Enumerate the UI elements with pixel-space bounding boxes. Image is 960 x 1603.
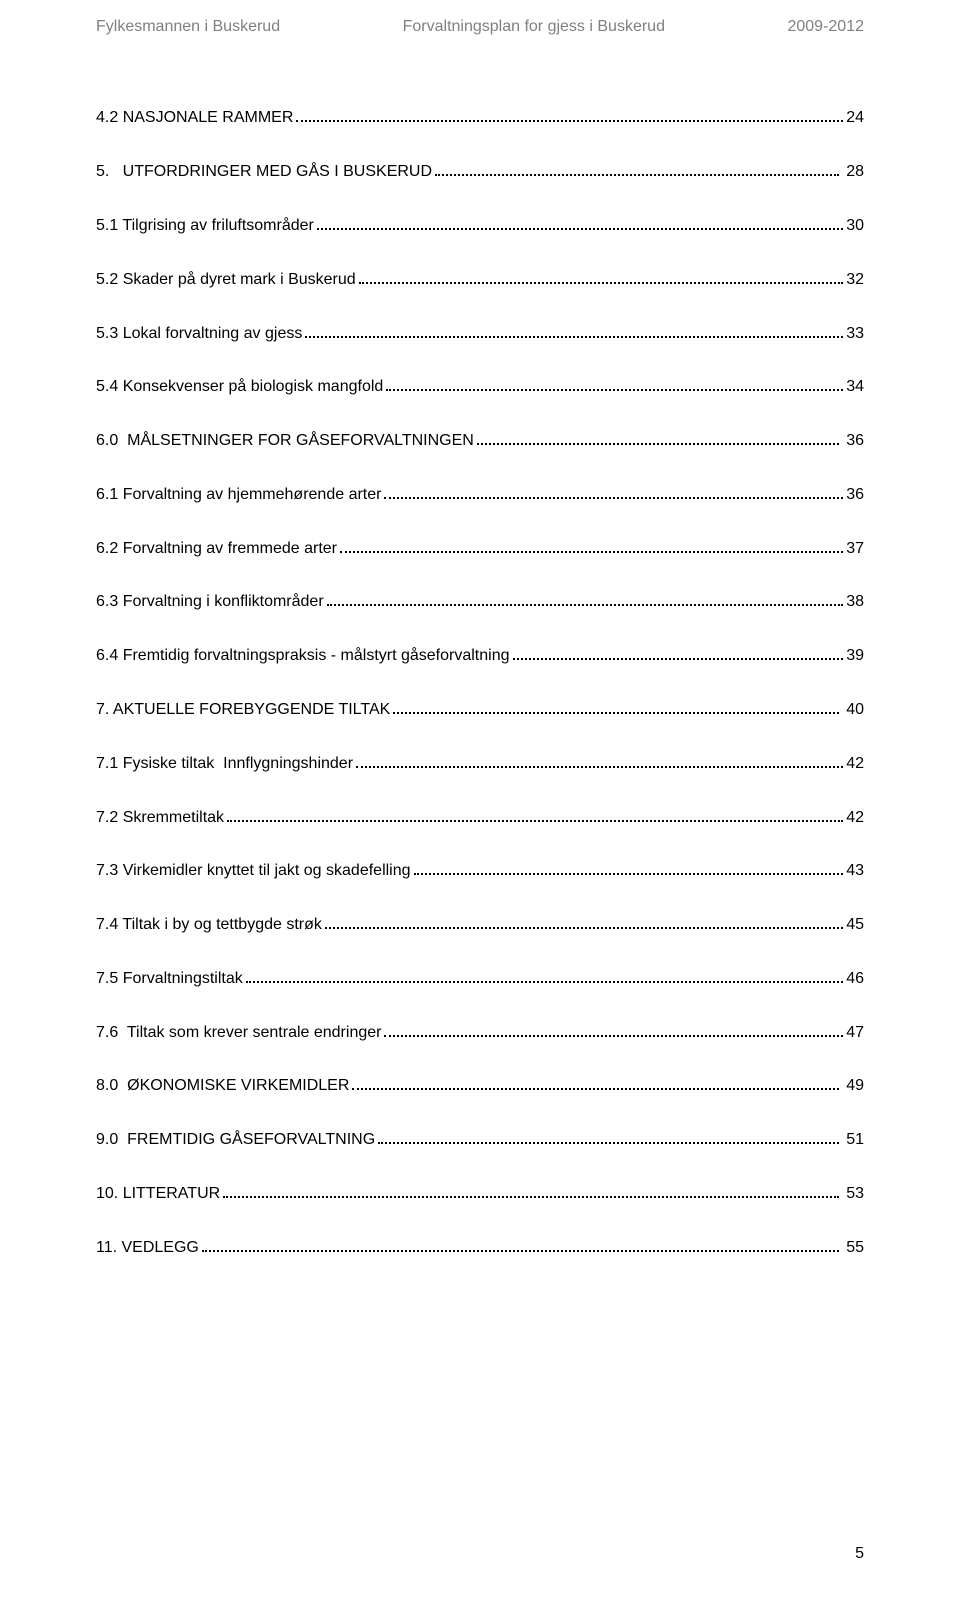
toc-page: 30: [846, 215, 864, 237]
header-left: Fylkesmannen i Buskerud: [96, 18, 280, 36]
toc-leader-dots: [435, 160, 839, 176]
toc-row: 5.3 Lokal forvaltning av gjess 33: [96, 321, 864, 345]
toc-leader-dots: [393, 698, 838, 714]
toc-label: 5. UTFORDRINGER MED GÅS I BUSKERUD: [96, 161, 432, 183]
toc-label: 7.6 Tiltak som krever sentrale endringer: [96, 1022, 381, 1044]
toc-row: 7.3 Virkemidler knyttet til jakt og skad…: [96, 859, 864, 883]
toc-label: 4.2 NASJONALE RAMMER: [96, 107, 293, 129]
toc-page: 43: [846, 860, 864, 882]
toc-row: 6.3 Forvaltning i konfliktområder 38: [96, 590, 864, 614]
toc-page: 47: [846, 1022, 864, 1044]
toc-page: 40: [842, 699, 864, 721]
toc-page: 45: [846, 914, 864, 936]
toc-leader-dots: [305, 321, 843, 337]
toc-leader-dots: [384, 482, 843, 498]
toc-row: 11. VEDLEGG 55: [96, 1235, 864, 1259]
toc-label: 7.5 Forvaltningstiltak: [96, 968, 243, 990]
toc-label: 7.2 Skremmetiltak: [96, 807, 224, 829]
toc-label: 6.2 Forvaltning av fremmede arter: [96, 538, 337, 560]
toc-leader-dots: [327, 590, 844, 606]
page-header: Fylkesmannen i Buskerud Forvaltningsplan…: [0, 0, 960, 36]
toc-leader-dots: [317, 214, 843, 230]
toc-page: 39: [846, 645, 864, 667]
toc-row: 5.1 Tilgrising av friluftsområder 30: [96, 214, 864, 238]
toc-page: 51: [842, 1129, 864, 1151]
toc-page: 55: [842, 1237, 864, 1259]
toc-row: 10. LITTERATUR 53: [96, 1182, 864, 1206]
toc-label: 6.3 Forvaltning i konfliktområder: [96, 591, 324, 613]
toc-row: 6.0 MÅLSETNINGER FOR GÅSEFORVALTNINGEN 3…: [96, 429, 864, 453]
toc-page: 38: [846, 591, 864, 613]
toc-label: 8.0 ØKONOMISKE VIRKEMIDLER: [96, 1075, 349, 1097]
toc-leader-dots: [246, 967, 843, 983]
toc-leader-dots: [223, 1182, 839, 1198]
toc-label: 10. LITTERATUR: [96, 1183, 220, 1205]
toc-label: 5.4 Konsekvenser på biologisk mangfold: [96, 376, 383, 398]
toc-leader-dots: [340, 536, 843, 552]
toc-leader-dots: [202, 1235, 839, 1251]
toc-row: 6.1 Forvaltning av hjemmehørende arter 36: [96, 482, 864, 506]
toc-leader-dots: [378, 1128, 839, 1144]
toc-row: 7.4 Tiltak i by og tettbygde strøk 45: [96, 913, 864, 937]
toc-row: 7.6 Tiltak som krever sentrale endringer…: [96, 1020, 864, 1044]
table-of-contents: 4.2 NASJONALE RAMMER 24 5. UTFORDRINGER ME…: [0, 36, 960, 1259]
toc-row: 7.5 Forvaltningstiltak 46: [96, 967, 864, 991]
page-number: 5: [855, 1545, 864, 1563]
toc-page: 24: [846, 107, 864, 129]
toc-label: 6.0 MÅLSETNINGER FOR GÅSEFORVALTNINGEN: [96, 430, 474, 452]
toc-page: 37: [846, 538, 864, 560]
toc-page: 49: [842, 1075, 864, 1097]
header-center: Forvaltningsplan for gjess i Buskerud: [403, 18, 665, 36]
toc-row: 5.4 Konsekvenser på biologisk mangfold 34: [96, 375, 864, 399]
toc-leader-dots: [296, 106, 843, 122]
toc-leader-dots: [513, 644, 844, 660]
toc-row: 7.2 Skremmetiltak 42: [96, 805, 864, 829]
toc-row: 5.2 Skader på dyret mark i Buskerud 32: [96, 267, 864, 291]
toc-page: 32: [846, 269, 864, 291]
toc-leader-dots: [325, 913, 843, 929]
toc-page: 34: [846, 376, 864, 398]
header-right: 2009-2012: [787, 18, 864, 36]
toc-row: 7. AKTUELLE FOREBYGGENDE TILTAK 40: [96, 698, 864, 722]
toc-row: 4.2 NASJONALE RAMMER 24: [96, 106, 864, 130]
toc-leader-dots: [352, 1074, 838, 1090]
toc-row: 6.4 Fremtidig forvaltningspraksis - måls…: [96, 644, 864, 668]
toc-label: 5.1 Tilgrising av friluftsområder: [96, 215, 314, 237]
toc-label: 9.0 FREMTIDIG GÅSEFORVALTNING: [96, 1129, 375, 1151]
toc-leader-dots: [359, 267, 844, 283]
toc-leader-dots: [414, 859, 844, 875]
toc-label: 6.1 Forvaltning av hjemmehørende arter: [96, 484, 381, 506]
toc-page: 42: [846, 753, 864, 775]
toc-label: 7.1 Fysiske tiltak Innflygningshinder: [96, 753, 353, 775]
toc-leader-dots: [386, 375, 843, 391]
toc-page: 36: [842, 430, 864, 452]
toc-label: 6.4 Fremtidig forvaltningspraksis - måls…: [96, 645, 510, 667]
toc-label: 5.3 Lokal forvaltning av gjess: [96, 323, 302, 345]
toc-page: 28: [842, 161, 864, 183]
toc-row: 8.0 ØKONOMISKE VIRKEMIDLER 49: [96, 1074, 864, 1098]
toc-row: 6.2 Forvaltning av fremmede arter 37: [96, 536, 864, 560]
toc-label: 11. VEDLEGG: [96, 1237, 199, 1259]
toc-row: 7.1 Fysiske tiltak Innflygningshinder 42: [96, 751, 864, 775]
toc-label: 7.3 Virkemidler knyttet til jakt og skad…: [96, 860, 411, 882]
toc-label: 7.4 Tiltak i by og tettbygde strøk: [96, 914, 322, 936]
toc-page: 42: [846, 807, 864, 829]
toc-page: 36: [846, 484, 864, 506]
toc-leader-dots: [477, 429, 839, 445]
toc-leader-dots: [384, 1020, 843, 1036]
toc-label: 7. AKTUELLE FOREBYGGENDE TILTAK: [96, 699, 390, 721]
toc-page: 33: [846, 323, 864, 345]
toc-page: 46: [846, 968, 864, 990]
toc-row: 5. UTFORDRINGER MED GÅS I BUSKERUD 28: [96, 160, 864, 184]
toc-row: 9.0 FREMTIDIG GÅSEFORVALTNING 51: [96, 1128, 864, 1152]
toc-leader-dots: [356, 751, 843, 767]
toc-label: 5.2 Skader på dyret mark i Buskerud: [96, 269, 356, 291]
toc-page: 53: [842, 1183, 864, 1205]
toc-leader-dots: [227, 805, 843, 821]
